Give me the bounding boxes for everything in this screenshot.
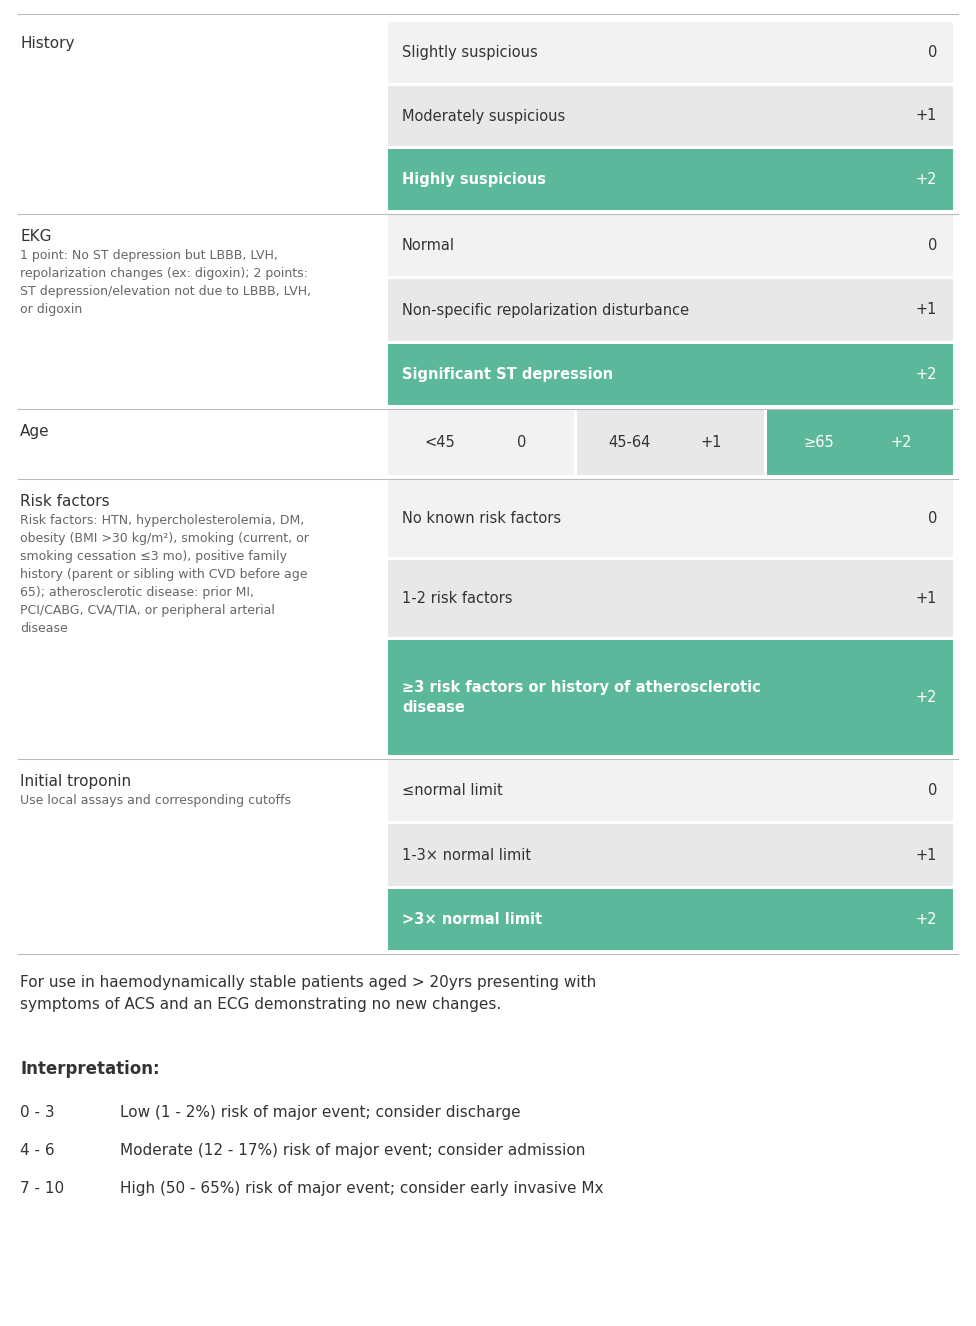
Text: Initial troponin: Initial troponin: [20, 774, 131, 789]
Text: For use in haemodynamically stable patients aged > 20yrs presenting with
symptom: For use in haemodynamically stable patie…: [20, 975, 596, 1012]
Text: Interpretation:: Interpretation:: [20, 1059, 160, 1078]
Text: +2: +2: [915, 172, 937, 187]
Bar: [388, 23, 953, 82]
Text: Risk factors: HTN, hypercholesterolemia, DM,
obesity (BMI >30 kg/m²), smoking (c: Risk factors: HTN, hypercholesterolemia,…: [20, 514, 308, 635]
Text: +1: +1: [701, 435, 722, 450]
Text: ≥3 risk factors or history of atherosclerotic
disease: ≥3 risk factors or history of atheroscle…: [402, 680, 760, 715]
Bar: [388, 215, 953, 276]
Text: +2: +2: [915, 690, 937, 705]
Bar: [388, 86, 953, 146]
Text: 0: 0: [927, 45, 937, 60]
Text: ≥65: ≥65: [803, 435, 834, 450]
Text: +2: +2: [890, 435, 912, 450]
Text: 1-3× normal limit: 1-3× normal limit: [402, 847, 531, 862]
Text: +2: +2: [915, 912, 937, 927]
Bar: [388, 480, 953, 557]
Text: +2: +2: [915, 367, 937, 382]
Text: 4 - 6: 4 - 6: [20, 1143, 55, 1158]
Text: Moderately suspicious: Moderately suspicious: [402, 109, 565, 123]
Text: History: History: [20, 36, 74, 50]
Text: <45: <45: [425, 435, 456, 450]
Text: Slightly suspicious: Slightly suspicious: [402, 45, 538, 60]
Text: 0: 0: [927, 784, 937, 798]
Bar: [388, 760, 953, 821]
Text: +1: +1: [915, 847, 937, 862]
Text: ≤normal limit: ≤normal limit: [402, 784, 503, 798]
Text: Non-specific repolarization disturbance: Non-specific repolarization disturbance: [402, 302, 689, 317]
Text: 1-2 risk factors: 1-2 risk factors: [402, 591, 512, 606]
Text: Low (1 - 2%) risk of major event; consider discharge: Low (1 - 2%) risk of major event; consid…: [120, 1105, 520, 1120]
Bar: [767, 410, 953, 475]
Text: 0 - 3: 0 - 3: [20, 1105, 55, 1120]
Text: Normal: Normal: [402, 239, 455, 253]
Text: EKG: EKG: [20, 229, 52, 244]
Text: 1 point: No ST depression but LBBB, LVH,
repolarization changes (ex: digoxin); 2: 1 point: No ST depression but LBBB, LVH,…: [20, 249, 311, 316]
Text: Risk factors: Risk factors: [20, 495, 109, 509]
Text: No known risk factors: No known risk factors: [402, 511, 561, 526]
Bar: [388, 639, 953, 754]
Text: +1: +1: [915, 591, 937, 606]
Text: Moderate (12 - 17%) risk of major event; consider admission: Moderate (12 - 17%) risk of major event;…: [120, 1143, 586, 1158]
Bar: [388, 343, 953, 404]
Text: Significant ST depression: Significant ST depression: [402, 367, 613, 382]
Text: +1: +1: [915, 302, 937, 317]
Text: High (50 - 65%) risk of major event; consider early invasive Mx: High (50 - 65%) risk of major event; con…: [120, 1181, 603, 1196]
Text: Use local assays and corresponding cutoffs: Use local assays and corresponding cutof…: [20, 794, 291, 808]
Bar: [388, 280, 953, 341]
Text: 0: 0: [927, 511, 937, 526]
Bar: [388, 825, 953, 886]
Text: +1: +1: [915, 109, 937, 123]
Text: 7 - 10: 7 - 10: [20, 1181, 64, 1196]
Text: 45-64: 45-64: [608, 435, 651, 450]
Text: 0: 0: [517, 435, 527, 450]
Bar: [388, 410, 574, 475]
Text: Age: Age: [20, 424, 50, 439]
Bar: [388, 150, 953, 210]
Bar: [388, 888, 953, 949]
Text: Highly suspicious: Highly suspicious: [402, 172, 546, 187]
Bar: [388, 560, 953, 636]
Text: 0: 0: [927, 239, 937, 253]
Text: >3× normal limit: >3× normal limit: [402, 912, 542, 927]
Bar: [578, 410, 763, 475]
